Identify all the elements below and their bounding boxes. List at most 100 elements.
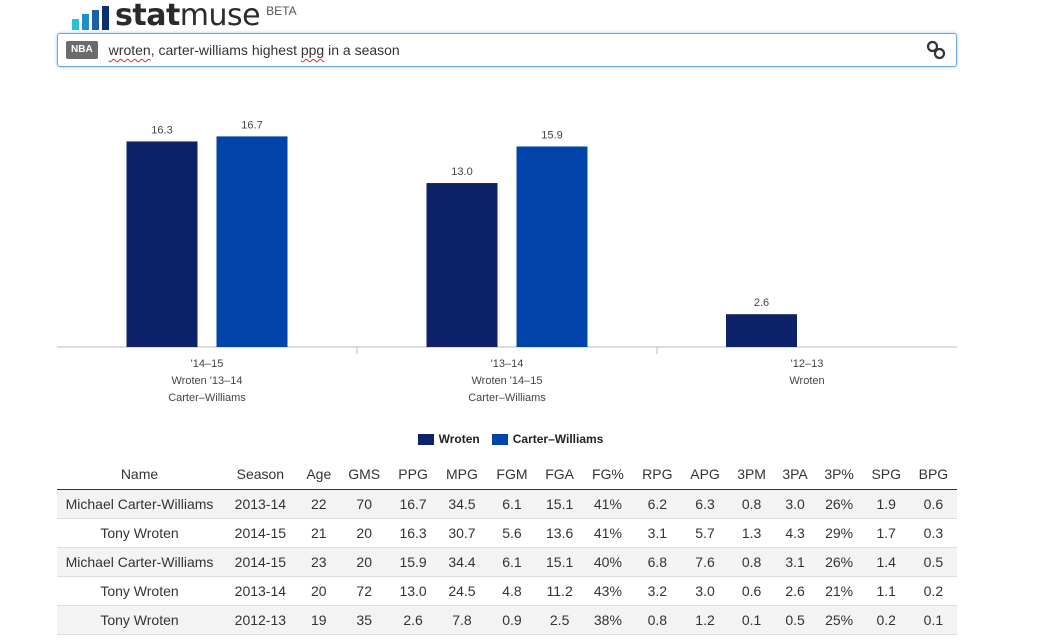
table-cell: 72 xyxy=(338,576,390,606)
table-cell: 24.5 xyxy=(436,576,488,606)
logo-wordmark: statmuse xyxy=(115,0,261,33)
column-header-age[interactable]: Age xyxy=(298,459,339,490)
x-tick-label: Wroten '14–15 xyxy=(471,375,542,387)
legend-swatch xyxy=(491,433,508,445)
column-header-fg-[interactable]: FG% xyxy=(582,459,634,490)
table-cell: 20 xyxy=(298,576,339,606)
search-bar[interactable]: NBA wroten, carter-williams highest ppg … xyxy=(57,33,957,67)
column-header-gms[interactable]: GMS xyxy=(338,459,390,490)
player-name-cell[interactable]: Michael Carter-Williams xyxy=(57,547,222,577)
logo-bars-icon xyxy=(72,6,109,30)
table-cell: 16.3 xyxy=(389,518,437,548)
column-header-fga[interactable]: FGA xyxy=(536,459,583,490)
table-cell: 2013-14 xyxy=(222,576,299,606)
bar-wroten-2[interactable] xyxy=(726,314,797,347)
table-cell: 15.1 xyxy=(536,489,583,519)
table-cell: 0.8 xyxy=(728,489,775,519)
table-cell: 11.2 xyxy=(536,576,583,606)
table-cell: 0.6 xyxy=(909,489,957,519)
table-cell: 26% xyxy=(815,547,863,577)
table-cell: 13.0 xyxy=(389,576,437,606)
table-cell: 41% xyxy=(582,518,634,548)
column-header-fgm[interactable]: FGM xyxy=(487,459,537,490)
legend-item-carter-williams[interactable]: Carter–Williams xyxy=(491,432,604,446)
ppg-bar-chart: 16.3 16.7 '14–15 Wroten '13–14 Carter–Willia… xyxy=(57,119,957,404)
table-cell: 26% xyxy=(815,489,863,519)
table-cell: 2.6 xyxy=(389,605,437,635)
bar-value-label: 15.9 xyxy=(541,129,562,141)
column-header-3pm[interactable]: 3PM xyxy=(728,459,775,490)
table-cell: 3.2 xyxy=(633,576,682,606)
table-cell: 0.9 xyxy=(487,605,537,635)
player-name-cell[interactable]: Tony Wroten xyxy=(57,605,222,635)
table-cell: 30.7 xyxy=(436,518,488,548)
legend-item-wroten[interactable]: Wroten xyxy=(417,432,480,446)
bar-value-label: 16.3 xyxy=(151,124,172,136)
column-header-ppg[interactable]: PPG xyxy=(389,459,437,490)
table-cell: 70 xyxy=(338,489,390,519)
table-cell: 0.3 xyxy=(909,518,957,548)
x-tick-label: Carter–Williams xyxy=(168,392,246,404)
column-header-spg[interactable]: SPG xyxy=(862,459,910,490)
table-cell: 2.5 xyxy=(536,605,583,635)
bar-value-label: 2.6 xyxy=(754,297,769,309)
table-cell: 6.3 xyxy=(681,489,729,519)
legend-swatch xyxy=(417,433,434,445)
table-cell: 38% xyxy=(582,605,634,635)
table-cell: 3.1 xyxy=(633,518,682,548)
legend-label: Carter–Williams xyxy=(512,432,604,446)
table-cell: 19 xyxy=(298,605,339,635)
table-cell: 20 xyxy=(338,547,390,577)
league-badge[interactable]: NBA xyxy=(66,41,98,59)
bar-carter-williams-0[interactable] xyxy=(216,136,288,347)
table-cell: 3.0 xyxy=(774,489,816,519)
column-header-mpg[interactable]: MPG xyxy=(436,459,488,490)
table-cell: 0.2 xyxy=(909,576,957,606)
column-header-season[interactable]: Season xyxy=(222,459,299,490)
table-cell: 1.1 xyxy=(862,576,910,606)
table-cell: 2012-13 xyxy=(222,605,299,635)
bar-value-label: 13.0 xyxy=(451,166,472,178)
table-cell: 21 xyxy=(298,518,339,548)
table-cell: 6.1 xyxy=(487,489,537,519)
bar-wroten-1[interactable] xyxy=(426,183,498,347)
table-cell: 25% xyxy=(815,605,863,635)
table-cell: 1.3 xyxy=(728,518,775,548)
table-cell: 41% xyxy=(582,489,634,519)
column-header-bpg[interactable]: BPG xyxy=(909,459,957,490)
table-header-row: Name Season Age GMS PPG MPG FGM FGA FG% RPG APG 3PM… xyxy=(57,459,957,490)
column-header-name[interactable]: Name xyxy=(57,459,222,490)
column-header-apg[interactable]: APG xyxy=(681,459,729,490)
table-cell: 20 xyxy=(338,518,390,548)
table-cell: 0.1 xyxy=(909,605,957,635)
table-cell: 13.6 xyxy=(536,518,583,548)
table-row: Tony Wroten 2012-13 19 35 2.6 7.8 0.9 2.5 38% 0.8… xyxy=(57,605,957,635)
table-cell: 22 xyxy=(298,489,339,519)
column-header-rpg[interactable]: RPG xyxy=(633,459,682,490)
search-input[interactable]: wroten, carter-williams highest ppg in a… xyxy=(108,42,400,58)
table-cell: 6.8 xyxy=(633,547,682,577)
bar-carter-williams-1[interactable] xyxy=(516,146,588,347)
player-name-cell[interactable]: Tony Wroten xyxy=(57,576,222,606)
link-icon[interactable] xyxy=(926,40,946,60)
table-row: Tony Wroten 2014-15 21 20 16.3 30.7 5.6 13.6 41%… xyxy=(57,518,957,548)
beta-label: BETA xyxy=(266,4,297,18)
table-cell: 3.1 xyxy=(774,547,816,577)
statmuse-logo[interactable]: statmuse BETA xyxy=(72,0,297,33)
table-cell: 40% xyxy=(582,547,634,577)
table-row: Michael Carter-Williams 2013-14 22 70 16.7 34… xyxy=(57,489,957,519)
table-cell: 0.8 xyxy=(728,547,775,577)
table-cell: 4.8 xyxy=(487,576,537,606)
bar-wroten-0[interactable] xyxy=(126,141,198,347)
x-tick-label: '12–13 xyxy=(791,358,824,370)
table-cell: 35 xyxy=(338,605,390,635)
player-name-cell[interactable]: Michael Carter-Williams xyxy=(57,489,222,519)
column-header-3p-[interactable]: 3P% xyxy=(815,459,863,490)
column-header-3pa[interactable]: 3PA xyxy=(774,459,816,490)
stats-table: Name Season Age GMS PPG MPG FGM FGA FG% RPG APG 3PM… xyxy=(57,459,957,635)
x-tick-label: '13–14 xyxy=(491,358,524,370)
x-tick-label: '14–15 xyxy=(191,358,224,370)
table-cell: 15.9 xyxy=(389,547,437,577)
table-cell: 23 xyxy=(298,547,339,577)
player-name-cell[interactable]: Tony Wroten xyxy=(57,518,222,548)
